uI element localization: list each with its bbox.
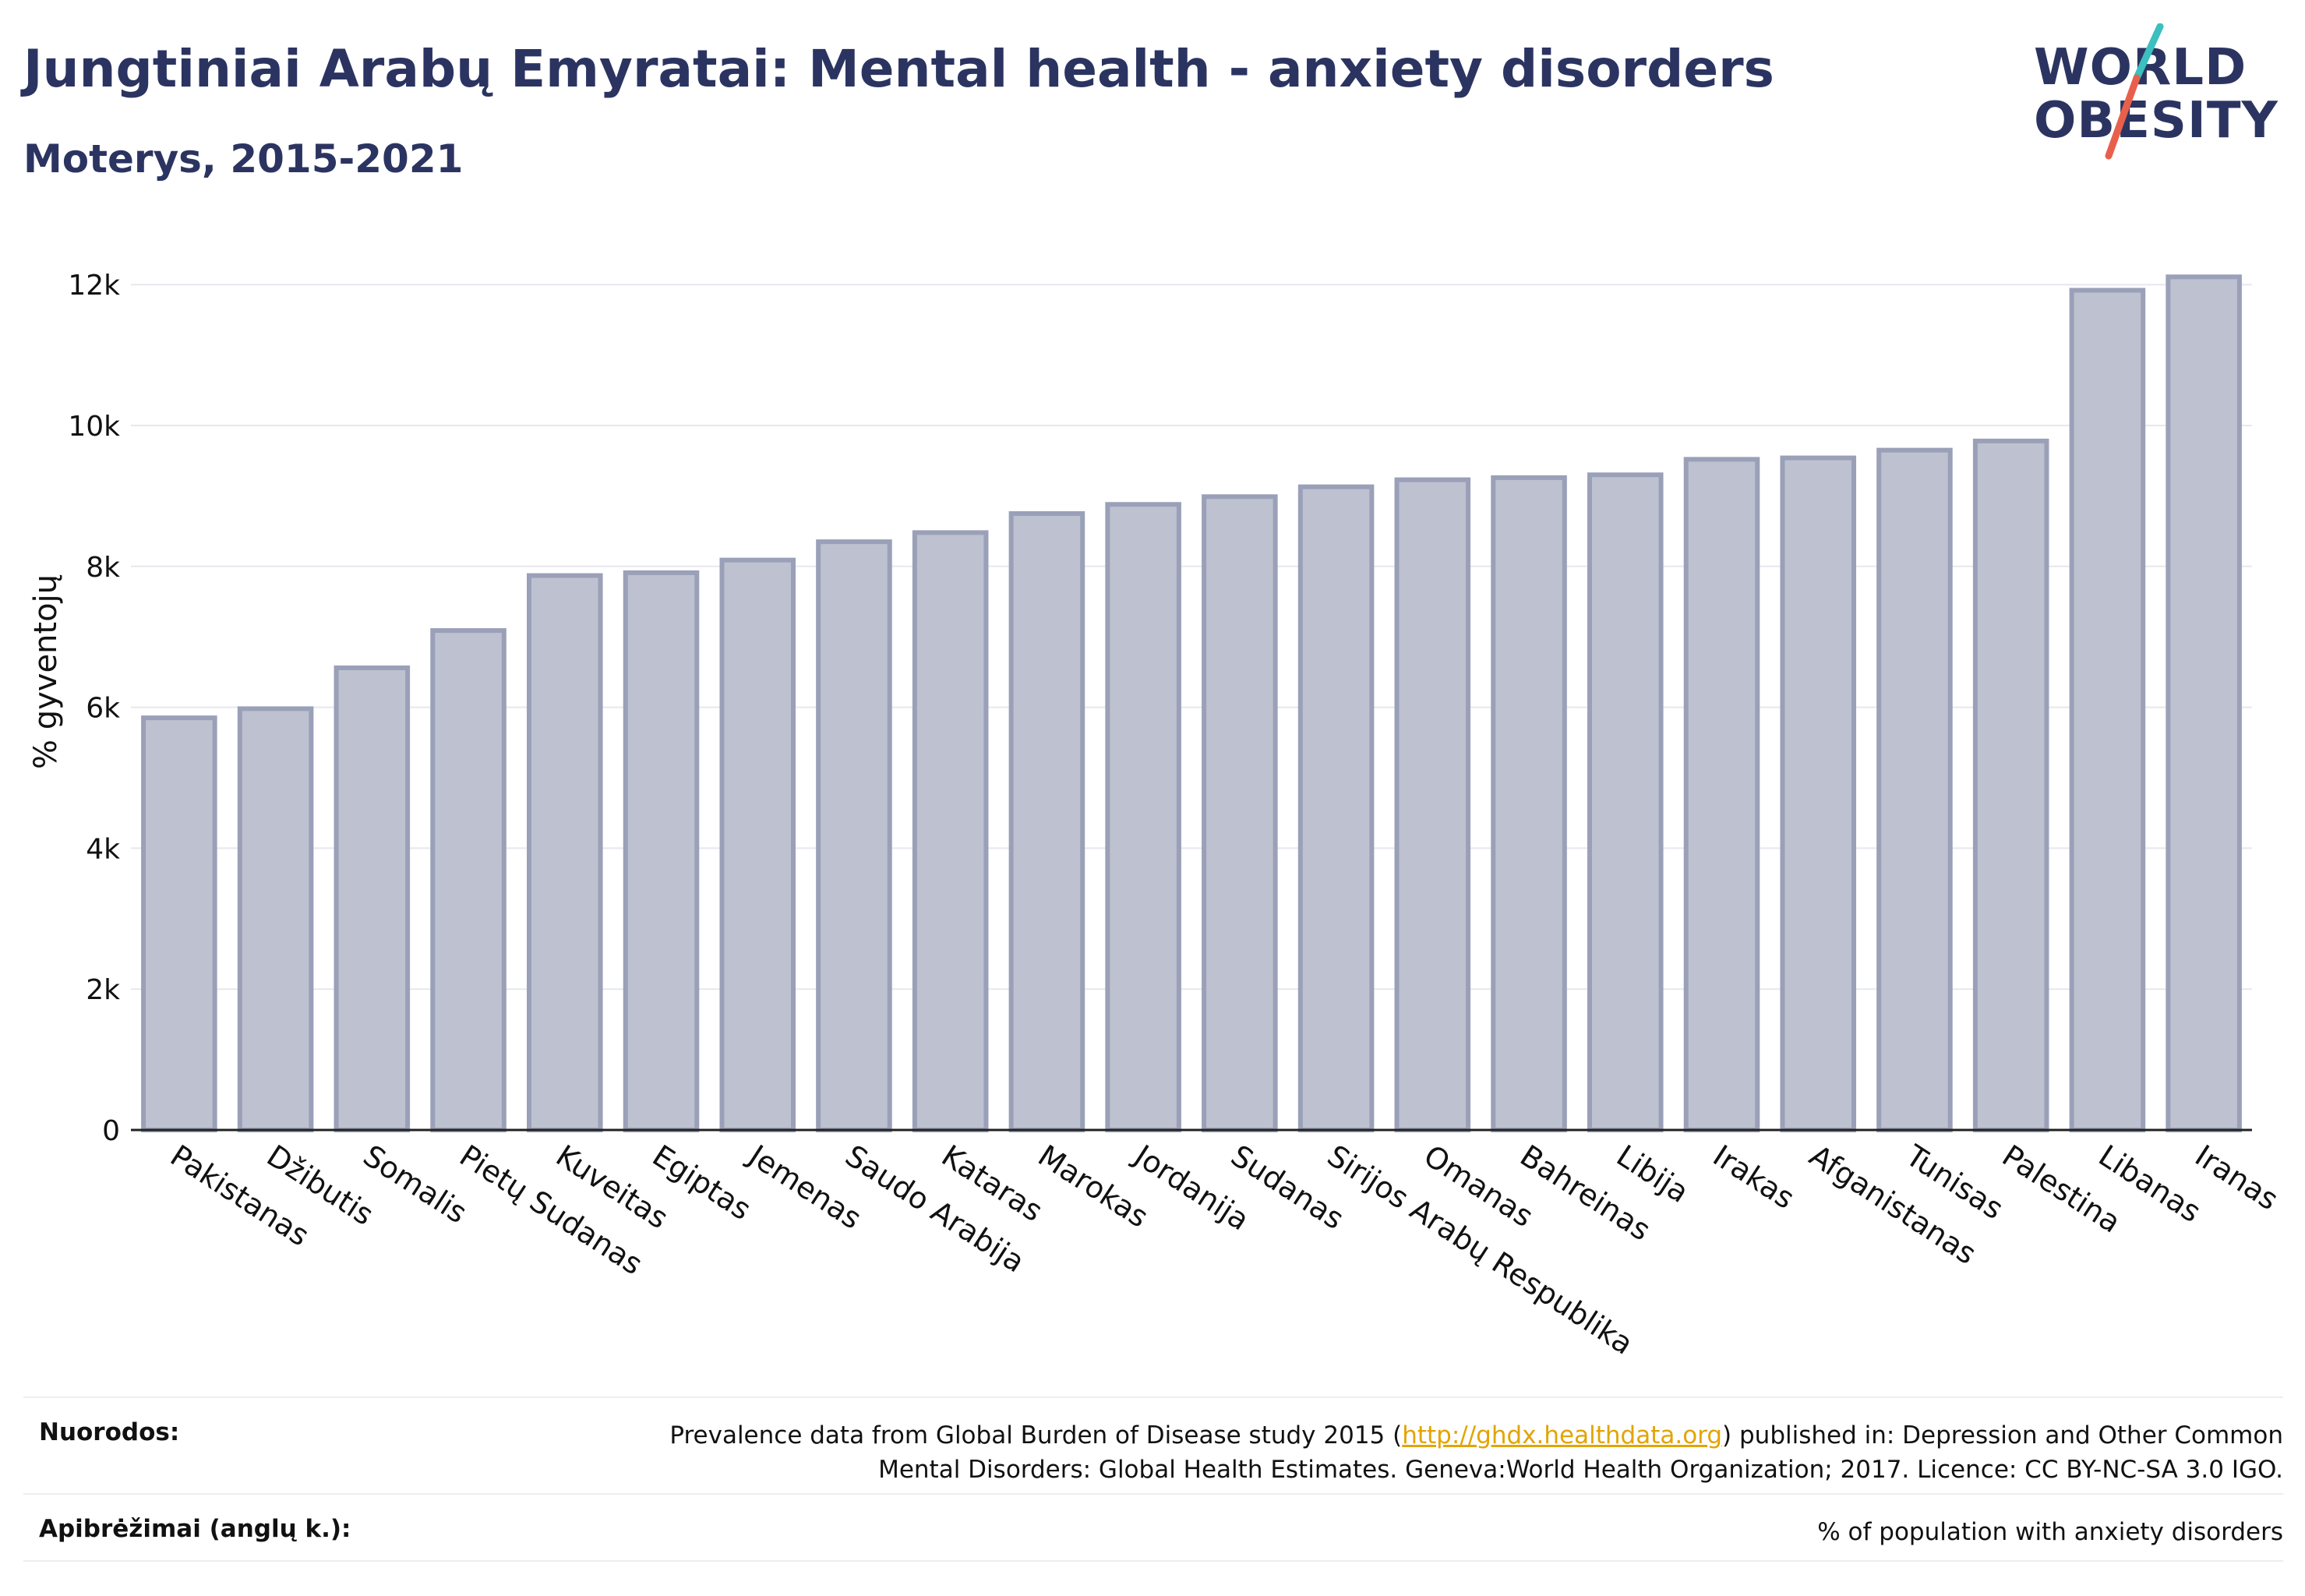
sources-text-line2: Mental Disorders: Global Health Estimate… bbox=[878, 1456, 2283, 1484]
bar bbox=[1008, 511, 1085, 1132]
y-tick-label: 0 bbox=[102, 1115, 120, 1147]
sources-link[interactable]: http://ghdx.healthdata.org bbox=[1402, 1421, 1723, 1449]
y-axis-label: % gyventojų bbox=[28, 574, 64, 769]
y-tick-label: 4k bbox=[86, 833, 120, 865]
y-axis-ticks: 0 2k 4k 6k 8k 10k 12k bbox=[68, 270, 120, 1147]
bar bbox=[237, 706, 314, 1132]
definitions-label: Apibrėžimai (anglų k.): bbox=[39, 1515, 351, 1543]
bar bbox=[719, 557, 796, 1132]
bar bbox=[1780, 455, 1857, 1132]
page-subtitle: Moterys, 2015-2021 bbox=[23, 136, 464, 182]
bar bbox=[912, 530, 989, 1132]
x-tick-label: Marokas bbox=[1032, 1139, 1155, 1234]
bar bbox=[2166, 274, 2242, 1133]
footer-divider-middle bbox=[23, 1493, 2283, 1495]
sources-text-pre: Prevalence data from Global Burden of Di… bbox=[669, 1421, 1403, 1449]
logo-line-2: OBESITY bbox=[2034, 92, 2279, 150]
footer-divider-bottom bbox=[23, 1560, 2283, 1562]
x-tick-label: Somalis bbox=[357, 1139, 473, 1231]
bar bbox=[1972, 438, 2049, 1132]
sources-text-post: ) published in: Depression and Other Com… bbox=[1722, 1421, 2283, 1449]
bar bbox=[334, 665, 411, 1132]
y-tick-label: 10k bbox=[68, 411, 120, 443]
bar bbox=[1105, 502, 1181, 1132]
y-tick-label: 2k bbox=[86, 974, 120, 1006]
sources-label: Nuorodos: bbox=[39, 1418, 180, 1446]
y-tick-label: 8k bbox=[86, 552, 120, 584]
world-obesity-logo: WORLD OBESITY bbox=[2034, 23, 2283, 164]
bar bbox=[1202, 494, 1278, 1132]
bar bbox=[816, 539, 892, 1132]
bar bbox=[1297, 484, 1375, 1132]
y-tick-label: 6k bbox=[86, 693, 120, 725]
bar bbox=[1683, 457, 1760, 1132]
page-title: Jungtiniai Arabų Emyratai: Mental health… bbox=[23, 39, 1774, 99]
bar bbox=[430, 628, 507, 1132]
definitions-text: % of population with anxiety disorders bbox=[1817, 1518, 2283, 1546]
bar bbox=[623, 570, 700, 1132]
bar bbox=[1876, 447, 1953, 1132]
bar bbox=[2069, 288, 2146, 1132]
sources-text: Prevalence data from Global Burden of Di… bbox=[669, 1418, 2283, 1487]
bars bbox=[141, 274, 2242, 1133]
bar bbox=[526, 573, 603, 1132]
bar-chart: 0 2k 4k 6k 8k 10k 12k PakistanasDžibutisSomali… bbox=[28, 270, 2285, 1361]
x-tick-label: Afganistanas bbox=[1803, 1139, 1982, 1271]
bar bbox=[1491, 475, 1567, 1132]
footer-divider-top bbox=[23, 1396, 2283, 1398]
y-tick-label: 12k bbox=[68, 270, 120, 302]
x-tick-label: Irakas bbox=[1707, 1139, 1801, 1216]
bar bbox=[1587, 472, 1664, 1132]
bar bbox=[1394, 477, 1471, 1132]
logo-slash-icon bbox=[2105, 23, 2164, 160]
bar bbox=[141, 715, 217, 1132]
